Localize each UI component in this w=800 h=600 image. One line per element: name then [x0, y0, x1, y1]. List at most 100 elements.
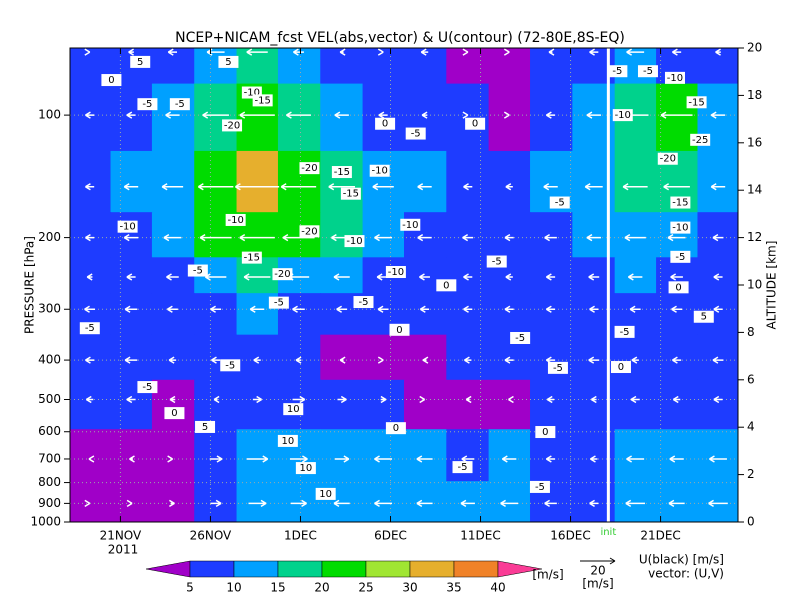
contour-label: 0: [542, 427, 548, 438]
contour-label: -10: [119, 222, 135, 233]
contour-label: 0: [675, 282, 681, 293]
wind-vector: [460, 499, 475, 508]
wind-vector: [505, 273, 513, 281]
wind-vector: [589, 305, 599, 313]
contour-label-box: [385, 422, 406, 435]
wind-vector: [543, 183, 558, 191]
wind-vector: [463, 305, 473, 313]
y2-tick-label: 4: [747, 420, 755, 434]
speed-cell: [194, 481, 238, 523]
wind-vector: [588, 273, 600, 281]
speed-cell: [362, 212, 405, 258]
y-tick-label: 400: [38, 353, 61, 367]
wind-vector: [374, 455, 393, 463]
speed-cell: [236, 379, 279, 430]
wind-vector: [334, 111, 349, 119]
colorbar-swatch: [189, 560, 235, 578]
wind-vector: [422, 356, 429, 364]
wind-vector: [85, 356, 95, 364]
contour-label: 5: [202, 422, 208, 433]
contour-label: 10: [287, 404, 300, 415]
colorbar-swatch: [145, 560, 191, 578]
speed-cell: [614, 212, 657, 258]
y2-tick-label: 12: [747, 230, 762, 244]
colorbar-tick-label: 15: [270, 581, 285, 595]
contour-label-box: [693, 310, 714, 323]
colorbar-swatch: [277, 560, 323, 578]
contour-label: -5: [535, 482, 545, 493]
speed-cell: [151, 293, 195, 336]
y-tick-label: 200: [38, 230, 61, 244]
speed-cell: [656, 481, 698, 523]
wind-vector: [419, 395, 426, 404]
speed-cell: [404, 48, 447, 85]
y-tick-label: 1000: [30, 515, 61, 529]
speed-cell: [488, 429, 531, 482]
wind-vector: [202, 111, 229, 119]
y2-tick-label: 10: [747, 278, 762, 292]
contour-label: 10: [300, 463, 313, 474]
wind-vector: [545, 305, 556, 313]
y-tick-label: 500: [38, 392, 61, 406]
y-tick-label: 700: [38, 451, 61, 465]
wind-vector: [708, 499, 728, 508]
speed-cell: [446, 293, 490, 336]
speed-cell: [70, 379, 112, 430]
contour-label: -20: [660, 154, 676, 165]
wind-vector: [289, 455, 308, 463]
contour-label: -10: [244, 88, 260, 99]
wind-vector: [586, 233, 601, 242]
contour-label-box: [340, 187, 361, 200]
contour-label: -15: [254, 95, 270, 106]
speed-cell: [110, 481, 153, 523]
speed-cell: [320, 429, 364, 482]
wind-vector: [421, 111, 428, 119]
speed-cell: [404, 334, 447, 381]
wind-vector: [465, 395, 472, 404]
speed-cell: [404, 481, 447, 523]
wind-vector: [463, 183, 473, 191]
colorbar-tick-label: 25: [358, 581, 373, 595]
contour-label-box: [353, 296, 374, 309]
speed-cell: [656, 429, 698, 482]
wind-vector: [85, 111, 95, 119]
contour-label-box: [369, 164, 390, 177]
wind-vector: [631, 356, 639, 364]
wind-vector: [715, 48, 721, 56]
wind-vector: [167, 455, 174, 463]
speed-cell: [362, 48, 405, 85]
contour-label-box: [252, 94, 273, 107]
x-tick-label: 1DEC: [284, 529, 317, 543]
legend-text: U(black) [m/s]: [639, 553, 724, 567]
wind-vector: [546, 395, 555, 404]
speed-cell: [656, 379, 698, 430]
wind-vector: [590, 395, 597, 404]
wind-vector: [626, 48, 645, 56]
contour-label-box: [283, 403, 304, 416]
y2-tick-label: 0: [747, 515, 755, 529]
contour-label-box: [686, 96, 707, 109]
contour-label-box: [405, 127, 426, 140]
wind-vector: [86, 273, 93, 281]
wind-vector: [165, 111, 180, 119]
wind-vector: [508, 395, 514, 404]
contour-label-box: [637, 65, 658, 78]
speed-cell: [320, 150, 364, 213]
contour-label: 10: [319, 489, 332, 500]
speed-cell: [277, 150, 321, 213]
speed-cell: [236, 481, 279, 523]
speed-cell: [614, 429, 657, 482]
wind-vector: [209, 455, 223, 463]
wind-vector: [280, 183, 317, 191]
colorbar-swatch: [453, 560, 499, 578]
colorbar-swatch: [497, 560, 543, 578]
contour-label-box: [549, 196, 570, 209]
speed-cell: [320, 257, 364, 294]
wind-vector: [670, 273, 683, 281]
wind-vector: [671, 305, 683, 313]
colorbar-tick-label: 35: [446, 581, 461, 595]
speed-cell: [656, 212, 698, 258]
wind-vector: [380, 395, 387, 404]
wind-vector: [545, 455, 556, 463]
